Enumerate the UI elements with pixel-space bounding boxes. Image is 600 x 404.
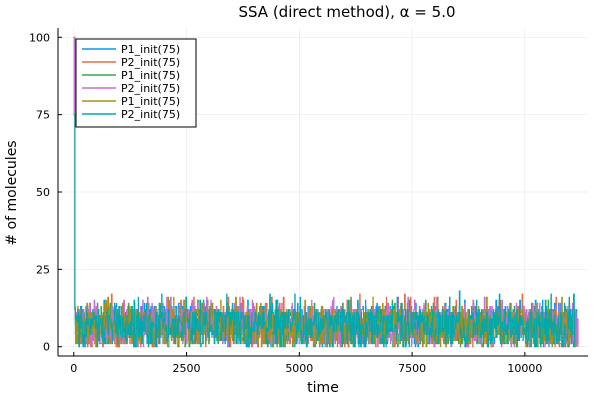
- legend-label: P1_init(75): [121, 69, 180, 82]
- x-tick-label: 2500: [173, 362, 201, 375]
- legend-label: P2_init(75): [121, 56, 180, 69]
- x-tick-label: 5000: [285, 362, 313, 375]
- y-tick-label: 75: [36, 109, 50, 122]
- legend: P1_init(75)P2_init(75)P1_init(75)P2_init…: [75, 38, 197, 128]
- y-tick-label: 0: [43, 341, 50, 354]
- x-axis-label: time: [307, 380, 339, 396]
- legend-label: P1_init(75): [121, 43, 180, 56]
- series-line-6: [73, 114, 575, 348]
- y-axis-label: # of molecules: [4, 140, 20, 245]
- legend-label: P2_init(75): [121, 82, 180, 95]
- legend-label: P1_init(75): [121, 95, 180, 108]
- x-tick-label: 7500: [398, 362, 426, 375]
- series-layer: [73, 36, 579, 348]
- chart-title: SSA (direct method), α = 5.0: [238, 3, 455, 21]
- x-tick-label: 0: [70, 362, 77, 375]
- x-tick-label: 10000: [507, 362, 542, 375]
- y-tick-label: 100: [29, 31, 50, 44]
- legend-label: P2_init(75): [121, 108, 180, 121]
- axes-layer: 0 2500 5000 7500 10000 0 25 50 75 100: [29, 28, 588, 375]
- y-tick-label: 25: [36, 263, 50, 276]
- legend-box: [75, 38, 197, 128]
- y-tick-label: 50: [36, 186, 50, 199]
